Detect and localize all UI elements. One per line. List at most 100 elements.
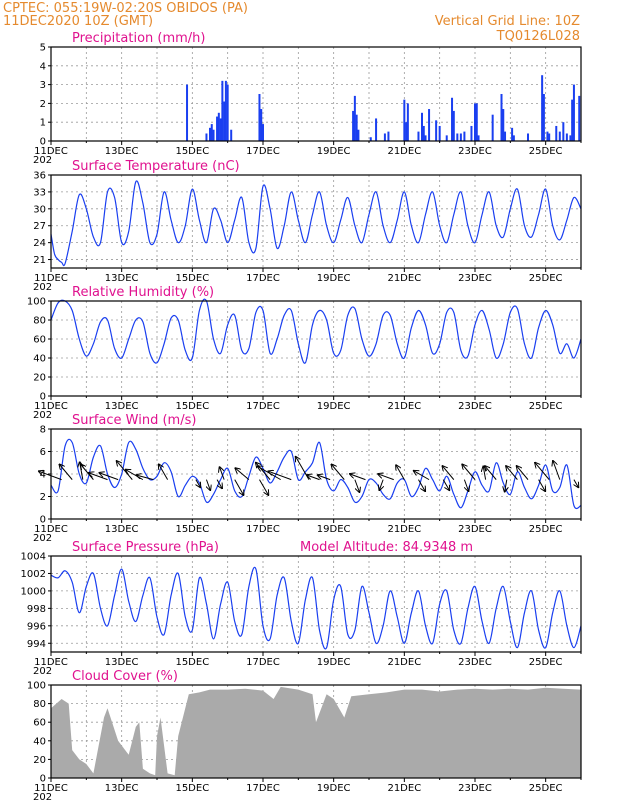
rh-ytick-label: 60 <box>33 335 46 346</box>
cloud-xtick-label: 11DEC <box>34 783 68 794</box>
rh-xtick-label: 25DEC <box>529 401 563 412</box>
wind-vector-arrow <box>574 479 578 488</box>
precip-bar <box>548 133 551 141</box>
temp-ytick-label: 27 <box>33 221 46 232</box>
wind-xtick-label: 19DEC <box>317 524 351 535</box>
cloud-year-label: 202 <box>33 792 52 800</box>
wind-vector-arrow <box>463 479 468 491</box>
precip-bar <box>260 109 263 141</box>
cloud-xtick-label: 21DEC <box>387 783 421 794</box>
precip-bar <box>403 99 406 141</box>
pressure-title: Surface Pressure (hPa) <box>72 540 219 555</box>
pressure-xtick-label: 11DEC <box>34 657 68 668</box>
run-time-label: 11DEC2020 10Z (GMT) <box>3 14 153 29</box>
rh-xtick-label: 23DEC <box>458 401 492 412</box>
wind-vector-arrow <box>505 479 507 492</box>
wind-xtick-label: 15DEC <box>175 524 209 535</box>
station-label: CPTEC: 055:19W-02:20S OBIDOS (PA) <box>3 1 248 16</box>
precip-bar <box>205 133 208 141</box>
wind-vector-arrow <box>396 465 405 480</box>
cloud-xtick-label: 23DEC <box>458 783 492 794</box>
precip-bar <box>491 114 494 141</box>
temp-ytick-label: 30 <box>33 204 46 215</box>
precip-xtick-label: 17DEC <box>246 146 280 157</box>
temp-year-label: 202 <box>33 282 52 293</box>
precip-bar <box>422 125 425 141</box>
precip-bar <box>546 131 549 141</box>
pressure-xtick-label: 17DEC <box>246 657 280 668</box>
precip-ytick-label: 4 <box>40 61 46 72</box>
precip-xtick-label: 19DEC <box>317 146 351 157</box>
rh-xtick-label: 21DEC <box>387 401 421 412</box>
precip-bar <box>223 101 226 141</box>
cloud-xtick-label: 13DEC <box>105 783 139 794</box>
precip-bar <box>226 84 229 141</box>
rh-year-label: 202 <box>33 410 52 421</box>
precip-bar <box>353 95 356 141</box>
precip-title: Precipitation (mm/h) <box>72 31 205 46</box>
temp-ytick-label: 21 <box>33 255 46 266</box>
rh-xtick-label: 13DEC <box>105 401 139 412</box>
precip-bar <box>451 97 454 141</box>
precip-bar <box>186 84 189 141</box>
wind-vector-arrow <box>535 463 550 480</box>
rh-ytick-label: 100 <box>27 297 46 308</box>
pressure-year-label: 202 <box>33 666 52 677</box>
pressure-ytick-label: 1002 <box>21 569 46 580</box>
cloud-ytick-label: 0 <box>40 774 46 785</box>
wind-xtick-label: 11DEC <box>34 524 68 535</box>
cloud-xtick-label: 25DEC <box>529 783 563 794</box>
model-altitude-label: Model Altitude: 84.9348 m <box>300 540 473 555</box>
pressure-panel: 994 996 998 1000 1002 1004 11DEC 13DEC 15DEC 17DE… <box>21 540 582 677</box>
precip-ytick-label: 3 <box>40 80 46 91</box>
wind-vector-arrow <box>269 471 292 481</box>
wind-ytick-label: 2 <box>40 492 46 503</box>
precip-bar <box>542 94 545 141</box>
wind-frame <box>50 428 582 520</box>
precip-panel: 0 1 2 3 4 5 11DEC 13DEC 15DEC 17DEC 19DEC 21DEC 23DE… <box>33 31 582 166</box>
wind-vector-arrow <box>100 473 119 481</box>
precip-bar <box>212 129 215 141</box>
precip-bar <box>406 103 409 141</box>
rh-frame <box>50 300 582 397</box>
precip-bar <box>355 114 358 141</box>
precip-bar <box>500 94 503 141</box>
precip-bar <box>387 131 390 141</box>
precip-bar <box>578 95 581 141</box>
precip-xtick-label: 25DEC <box>529 146 563 157</box>
wind-vector-arrow <box>206 479 210 490</box>
rh-xtick-label: 19DEC <box>317 401 351 412</box>
wind-vector-arrow <box>216 479 222 489</box>
cloud-xtick-label: 19DEC <box>317 783 351 794</box>
rh-ytick-label: 80 <box>33 316 46 327</box>
precip-xtick-label: 13DEC <box>105 146 139 157</box>
cloud-ytick-label: 40 <box>33 736 46 747</box>
temp-xtick-label: 11DEC <box>34 273 68 284</box>
temp-ytick-label: 36 <box>33 171 46 182</box>
wind-vector-arrow <box>220 467 225 480</box>
precip-ytick-label: 0 <box>40 137 46 148</box>
temp-xtick-label: 19DEC <box>317 273 351 284</box>
wind-vector-arrow <box>350 474 366 481</box>
precip-xtick-label: 11DEC <box>34 146 68 157</box>
pressure-ytick-label: 1004 <box>21 552 46 563</box>
pressure-ytick-label: 1000 <box>21 586 46 597</box>
precip-bar <box>452 110 455 141</box>
pressure-series-line <box>50 566 582 650</box>
precip-bar <box>463 131 466 141</box>
precip-bar <box>435 120 438 141</box>
wind-ytick-label: 8 <box>40 425 46 436</box>
wind-xtick-label: 23DEC <box>458 524 492 535</box>
precip-ytick-label: 5 <box>40 43 46 54</box>
model-code-label: TQ0126L028 <box>496 29 580 44</box>
pressure-xtick-label: 23DEC <box>458 657 492 668</box>
precip-bar <box>502 109 505 141</box>
precip-bar <box>541 75 544 141</box>
rh-ytick-label: 0 <box>40 392 46 403</box>
wind-vector-arrow <box>137 475 154 481</box>
precip-bar <box>438 125 441 141</box>
temp-xtick-label: 21DEC <box>387 273 421 284</box>
wind-vector-arrow <box>235 468 250 481</box>
cloud-area <box>51 686 581 778</box>
precip-bar <box>565 133 568 141</box>
